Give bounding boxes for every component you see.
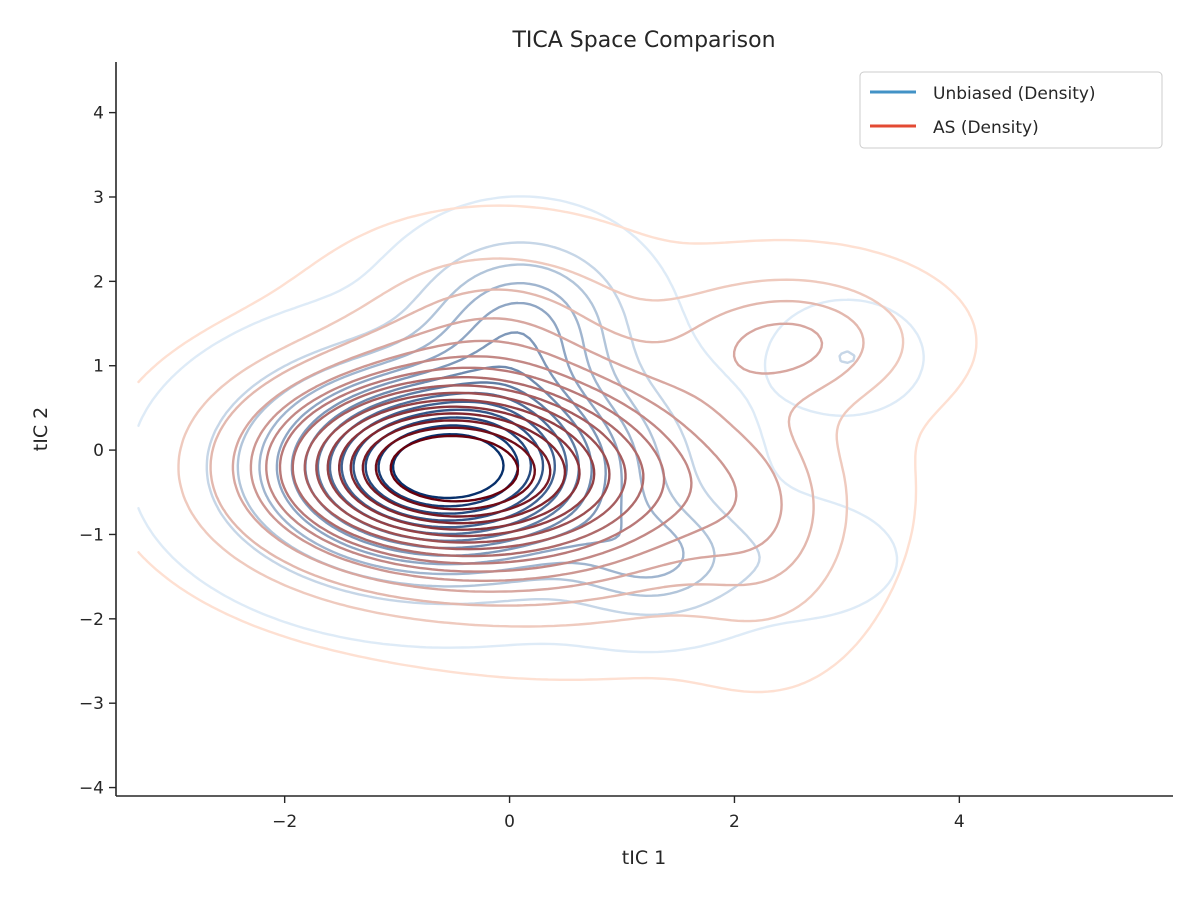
contour-line	[291, 376, 645, 558]
y-ticks: −4 −3 −2 −1 0 1 2 3 4	[79, 104, 116, 799]
y-tick-label: −3	[79, 694, 104, 714]
contour-line	[231, 317, 824, 593]
legend-box	[859, 71, 1163, 149]
contour-line	[209, 288, 865, 607]
contour-line	[315, 391, 611, 544]
y-tick-label: −1	[79, 525, 104, 545]
legend-label-as: AS (Density)	[933, 118, 1039, 138]
x-axis-label: tIC 1	[622, 847, 666, 869]
contour-line	[338, 405, 581, 531]
legend: Unbiased (Density) AS (Density)	[859, 71, 1163, 149]
contour-line	[265, 355, 693, 573]
y-tick-label: −2	[79, 610, 104, 630]
y-tick-label: 2	[93, 272, 104, 292]
contour-line	[205, 241, 856, 616]
x-tick-label: −2	[272, 812, 297, 832]
axes: −2 0 2 4 −4 −3 −2 −1 0 1 2 3 4	[79, 62, 1173, 832]
contour-line	[177, 257, 905, 628]
contour-layer	[137, 195, 978, 694]
contour-series-1	[137, 204, 978, 694]
y-tick-label: 1	[93, 357, 104, 377]
contour-line	[340, 400, 556, 529]
chart-title: TICA Space Comparison	[511, 28, 775, 53]
contour-line	[303, 384, 627, 551]
x-ticks: −2 0 2 4	[272, 796, 965, 832]
contour-line	[361, 419, 552, 518]
contour-line	[278, 366, 666, 565]
y-axis-label: tIC 2	[30, 407, 52, 451]
x-tick-label: 0	[504, 812, 515, 832]
contour-line	[389, 434, 520, 503]
contour-line	[249, 339, 738, 582]
contour-line	[137, 204, 978, 694]
contour-line	[326, 398, 596, 538]
y-tick-label: 3	[93, 188, 104, 208]
x-tick-label: 4	[954, 812, 965, 832]
x-tick-label: 2	[729, 812, 740, 832]
y-tick-label: 4	[93, 104, 104, 124]
contour-line	[349, 412, 567, 525]
legend-label-unbiased: Unbiased (Density)	[933, 84, 1096, 104]
contour-series-0	[137, 195, 925, 654]
contour-line	[374, 426, 536, 511]
y-tick-label: 0	[93, 441, 104, 461]
y-tick-label: −4	[79, 779, 104, 799]
